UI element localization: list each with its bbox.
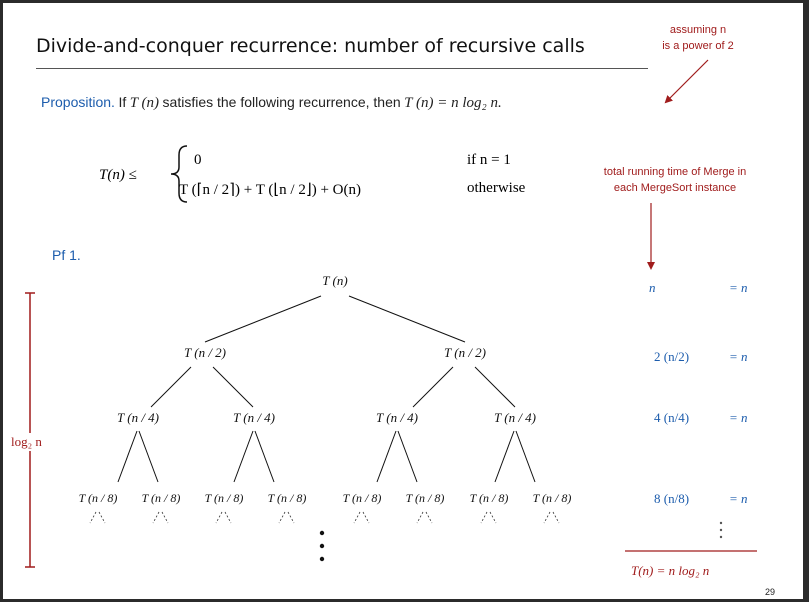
proposition-if: If bbox=[118, 94, 127, 110]
tree-edge bbox=[204, 295, 322, 343]
tree-node-l2: T (n / 4) bbox=[116, 410, 160, 425]
title-rule bbox=[36, 68, 648, 69]
level-equals: = n bbox=[729, 410, 748, 425]
tree-edge bbox=[397, 430, 418, 483]
power-note-line-2: is a power of 2 bbox=[662, 40, 734, 52]
level-equals: = n bbox=[729, 349, 748, 364]
level-cost: 4 (n/4) bbox=[654, 410, 690, 425]
proposition: Proposition. If T (n) satisfies the foll… bbox=[41, 94, 502, 112]
tree-root: T (n) bbox=[322, 273, 348, 288]
tree-node-l3: T (n / 8) bbox=[532, 491, 572, 505]
tree-node-l3: T (n / 8) bbox=[141, 491, 181, 505]
case1-condition: if n = 1 bbox=[467, 152, 511, 168]
tree-edge bbox=[254, 430, 275, 483]
tree-edge bbox=[233, 430, 254, 483]
tree-node-l1: T (n / 2) bbox=[443, 345, 487, 360]
power-of-two-note: assuming n is a power of 2 bbox=[660, 22, 736, 54]
merge-note-line-2: each MergeSort instance bbox=[613, 182, 737, 194]
power-note-arrow bbox=[664, 59, 709, 104]
page-number: 29 bbox=[765, 587, 776, 597]
proposition-text: satisfies the following recurrence, then bbox=[162, 94, 401, 110]
slide-title: Divide-and-conquer recurrence: number of… bbox=[36, 35, 585, 57]
tree-edge bbox=[474, 366, 516, 408]
level-equals: = n bbox=[729, 280, 748, 295]
tree-edge bbox=[138, 430, 159, 483]
tree-node-l3: T (n / 8) bbox=[469, 491, 509, 505]
tree-node-l3: T (n / 8) bbox=[342, 491, 382, 505]
tree-node-l3: T (n / 8) bbox=[405, 491, 445, 505]
tree-node-l1: T (n / 2) bbox=[183, 345, 227, 360]
cases-brace bbox=[170, 145, 188, 203]
tree-edge bbox=[117, 430, 138, 483]
tree-edge bbox=[412, 366, 454, 408]
level-cost: n bbox=[649, 280, 656, 295]
case2-condition: otherwise bbox=[467, 180, 526, 196]
total-cost: T(n) = n log₂ n bbox=[631, 563, 710, 578]
tree-node-l2: T (n / 4) bbox=[375, 410, 419, 425]
proposition-result: T (n) = n log₂ n. bbox=[404, 95, 502, 111]
level-equals: = n bbox=[729, 491, 748, 506]
slide: Divide-and-conquer recurrence: number of… bbox=[3, 3, 803, 599]
depth-label: log₂ n bbox=[10, 433, 43, 451]
diagram-lines bbox=[25, 59, 757, 568]
case2-value: T (⌈n / 2⌉) + T (⌊n / 2⌋) + O(n) bbox=[179, 182, 361, 198]
tree-node-l2: T (n / 4) bbox=[232, 410, 276, 425]
tree-edge bbox=[494, 430, 515, 483]
tree-edge bbox=[348, 295, 466, 343]
merge-note: total running time of Merge in each Merg… bbox=[586, 164, 764, 196]
tree-node-l3: T (n / 8) bbox=[267, 491, 307, 505]
leaf-stubs bbox=[89, 511, 560, 524]
tree-edge bbox=[515, 430, 536, 483]
tree-node-l2: T (n / 4) bbox=[493, 410, 537, 425]
tree-edge bbox=[376, 430, 397, 483]
levels-ellipsis bbox=[719, 521, 723, 539]
proposition-tn: T (n) bbox=[129, 95, 160, 111]
proposition-label: Proposition. bbox=[41, 94, 115, 110]
merge-note-line-1: total running time of Merge in bbox=[603, 166, 747, 178]
tree-edge bbox=[150, 366, 192, 408]
level-cost: 8 (n/8) bbox=[654, 491, 690, 506]
tree-edge bbox=[212, 366, 254, 408]
tree-node-l3: T (n / 8) bbox=[78, 491, 118, 505]
level-cost: 2 (n/2) bbox=[654, 349, 690, 364]
case1-value: 0 bbox=[194, 152, 202, 168]
tree-node-l3: T (n / 8) bbox=[204, 491, 244, 505]
proof-label: Pf 1. bbox=[52, 247, 81, 263]
tree-ellipsis bbox=[319, 530, 325, 562]
power-note-line-1: assuming n bbox=[669, 24, 727, 36]
recurrence-lhs: T(n) ≤ bbox=[99, 167, 137, 183]
